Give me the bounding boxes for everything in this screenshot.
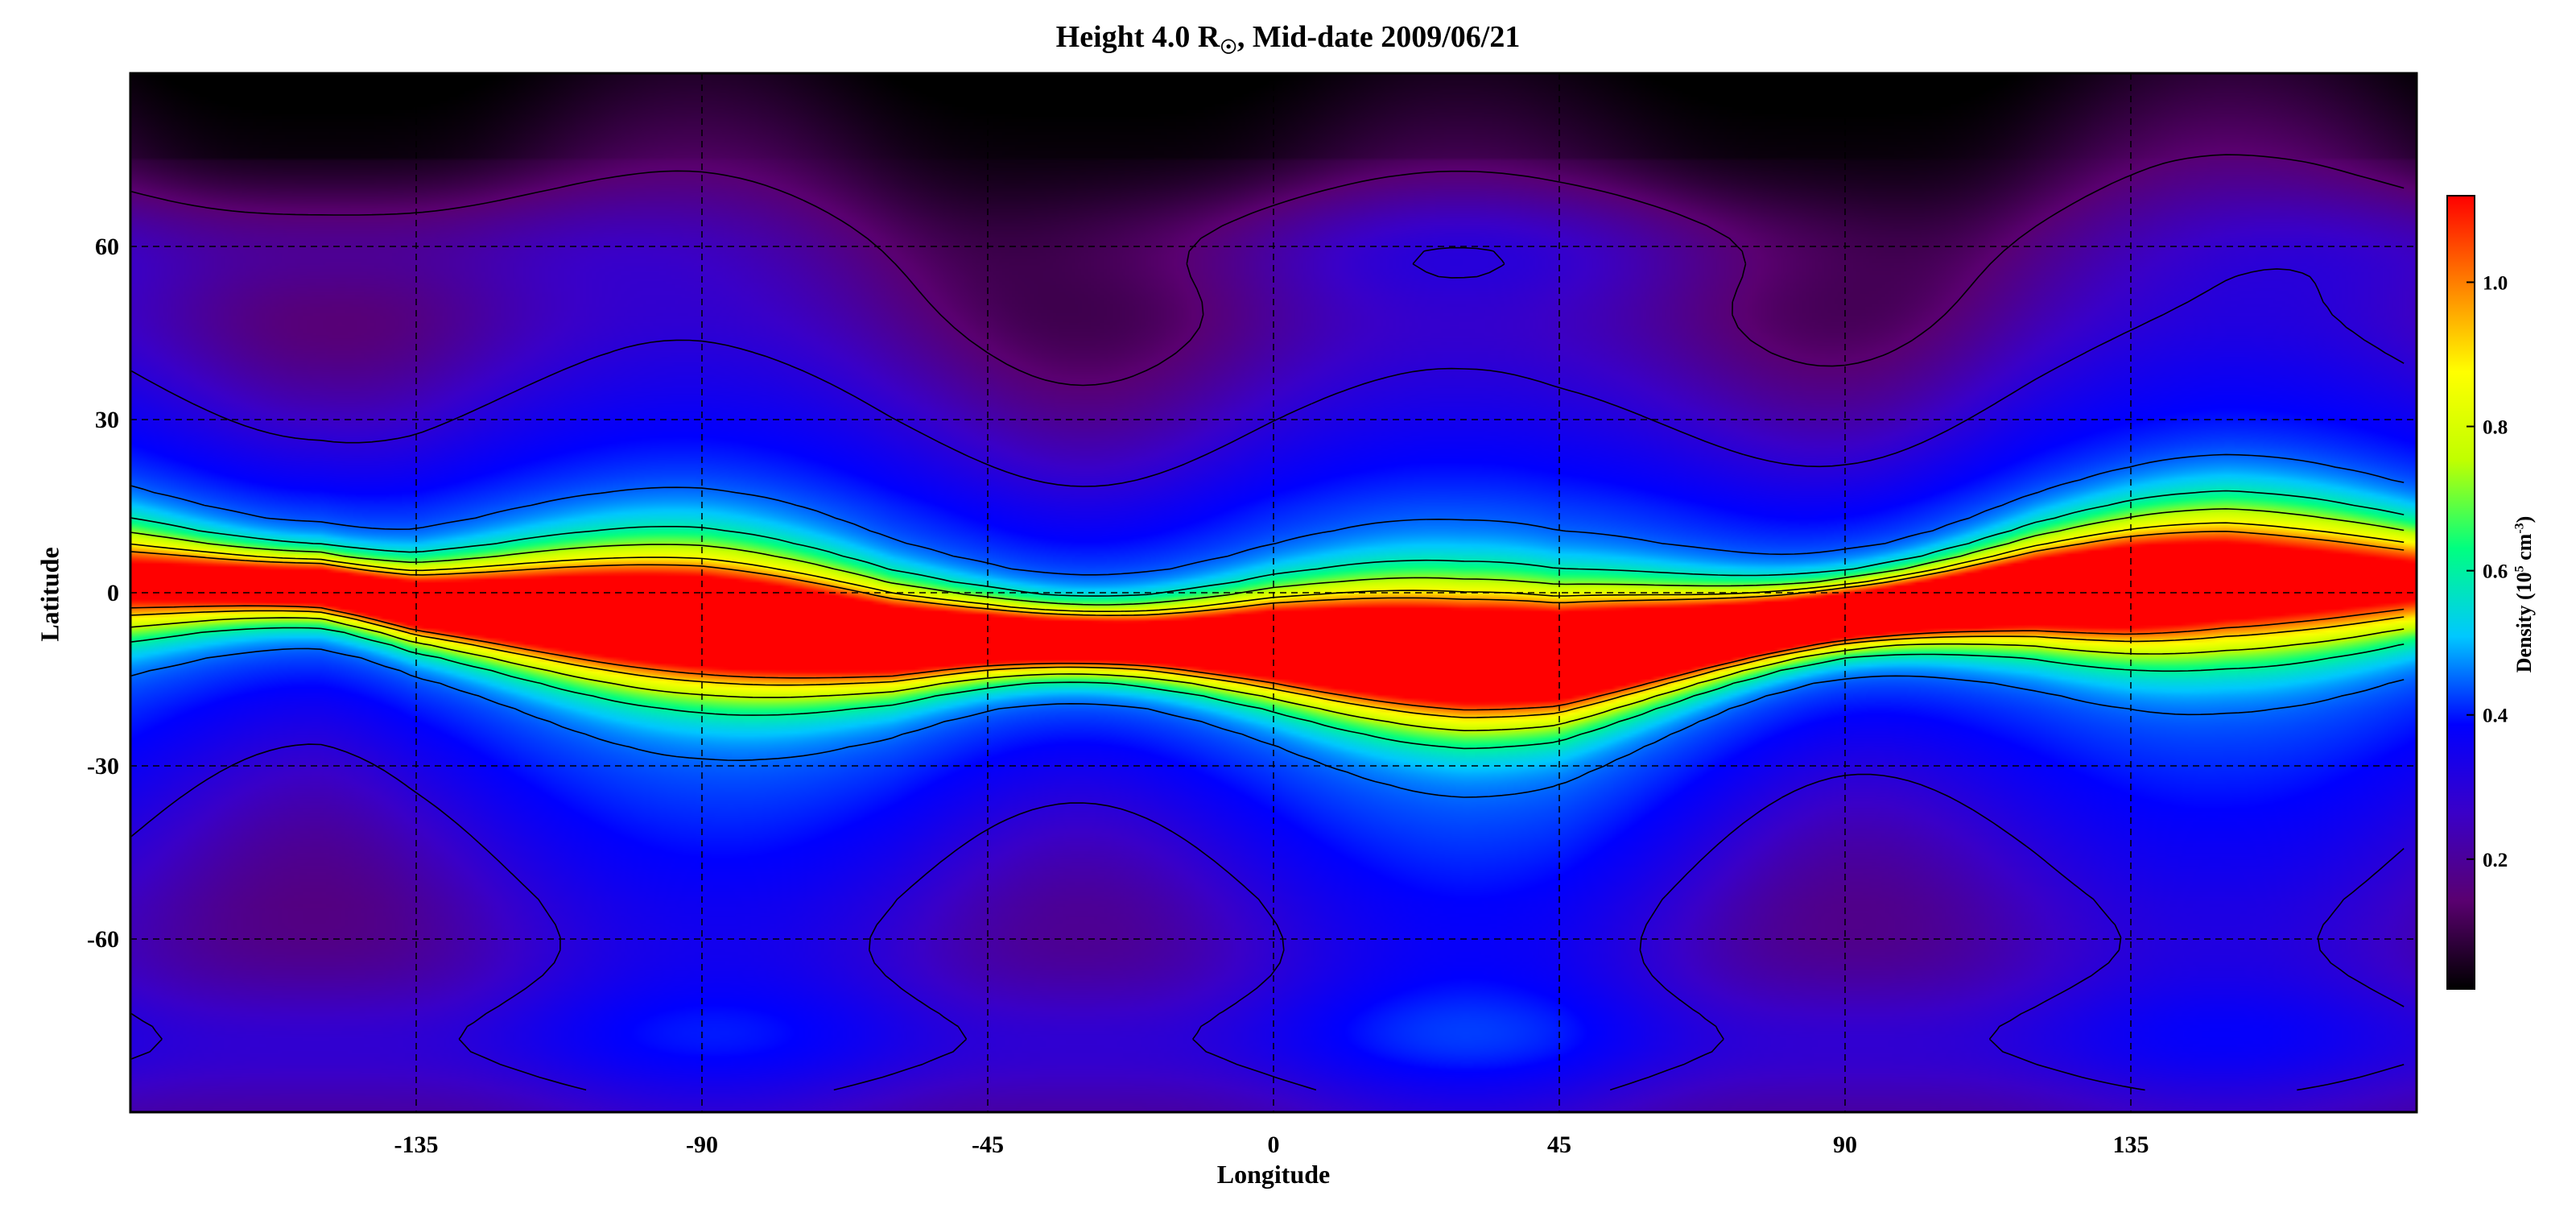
x-tick-label: -45 [972,1131,1004,1158]
x-tick-label: -90 [686,1131,718,1158]
y-axis-ticks: 60 30 0 -30 -60 [87,234,119,953]
contour-level-0 [130,154,2405,387]
colorbar-tick-label: 0.2 [2483,850,2508,871]
contour-level-6 [130,531,2405,711]
x-axis-ticks: -135 -90 -45 0 45 90 135 [394,1131,2149,1158]
contour-level-3 [130,490,2405,750]
y-tick-label: 30 [95,407,119,433]
colorbar-tick-label: 0.4 [2483,705,2508,727]
grid-lines [130,73,2417,1112]
y-tick-label: 60 [95,234,119,260]
x-tick-label: 45 [1547,1131,1571,1158]
x-tick-label: 90 [1833,1131,1857,1158]
x-axis-label: Longitude [1216,1160,1331,1189]
x-tick-label: 0 [1268,1131,1280,1158]
contour-level-5 [130,522,2405,718]
contour-level-1 [130,246,2405,1091]
colorbar-tick-label: 1.0 [2483,272,2508,294]
colorbar-ticks: 0.2 0.4 0.6 0.8 1.0 [2467,272,2508,871]
colorbar-tick-label: 0.6 [2483,561,2508,583]
y-tick-label: -30 [87,753,119,780]
plot-frame [129,72,2418,1114]
colorbar-tick-label: 0.8 [2483,417,2508,439]
x-tick-label: 135 [2113,1131,2149,1158]
x-tick-label: -135 [394,1131,439,1158]
colorbar [2446,195,2475,990]
chart-title: Height 4.0 R☉, Mid-date 2009/06/21 [1055,20,1521,59]
contour-level-2 [130,453,2405,798]
y-axis-label: Latitude [35,547,64,642]
y-tick-label: -60 [87,926,119,953]
colorbar-label: Density (105 cm-3) [2512,515,2536,673]
y-tick-label: 0 [107,580,119,606]
